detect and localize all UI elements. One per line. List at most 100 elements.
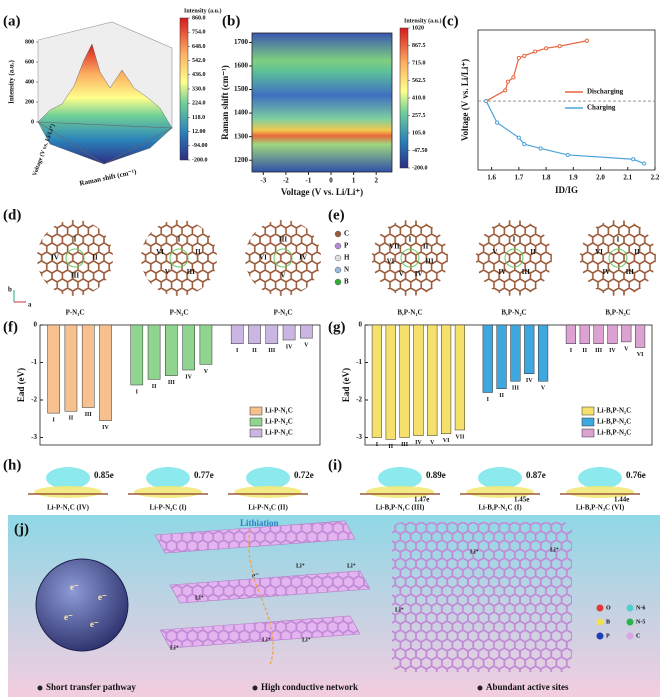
structure-name: Li-B,P-N₁C (III) xyxy=(376,504,425,512)
site-label: IV xyxy=(602,268,610,276)
legend-swatch xyxy=(249,406,263,416)
bar xyxy=(99,324,112,421)
y-axis-label: Raman shift (cm⁻¹) xyxy=(220,65,230,139)
feature-label: Short transfer pathway xyxy=(46,682,136,692)
category-label: IV xyxy=(102,425,109,431)
y-tick-label: 0 xyxy=(34,321,38,329)
x-tick-label: 2.2 xyxy=(651,174,660,182)
panel-label: (g) xyxy=(328,319,346,335)
legend-label: Li-B,P-N₃C xyxy=(597,429,631,437)
category-label: IV xyxy=(185,374,192,380)
bullet xyxy=(252,685,258,691)
electron-label: e⁻ xyxy=(90,619,99,629)
lithiation-arrow xyxy=(248,529,274,666)
structure-name: Li-P-N₂C (I) xyxy=(150,504,188,512)
colorbar-tick-label: 715.0 xyxy=(412,60,426,66)
series-line xyxy=(485,40,588,102)
heatmap xyxy=(251,32,393,173)
bar xyxy=(593,324,604,344)
category-label: II xyxy=(582,348,587,354)
colorbar-tick-label: 410.0 xyxy=(412,95,426,101)
z-tick-label: 600 xyxy=(25,59,34,65)
legend-swatch xyxy=(581,417,595,427)
site-label: V xyxy=(280,272,285,280)
data-point xyxy=(522,142,527,147)
colorbar-tick-label: 754.0 xyxy=(192,30,206,36)
bar xyxy=(621,324,632,343)
y-tick-label: -2 xyxy=(356,396,362,404)
site-label: IV xyxy=(498,268,506,276)
x-tick-label: -3 xyxy=(260,177,266,185)
legend-atom xyxy=(626,604,634,612)
colorbar-tick-label: 1020 xyxy=(412,25,424,31)
category-label: III xyxy=(595,348,603,354)
site-label: III xyxy=(71,272,79,280)
feature-label: Abundant active sites xyxy=(486,682,569,692)
legend-label: B xyxy=(606,619,610,625)
x-tick-label: 0 xyxy=(329,177,333,185)
colorbar-title: Intensity (a.u.) xyxy=(184,7,222,14)
site-label: II xyxy=(530,248,536,256)
site-label: V xyxy=(492,248,497,256)
charge-value: 0.87e xyxy=(526,470,546,480)
bar xyxy=(199,324,213,365)
li-ion-label: Li⁺ xyxy=(550,546,559,553)
colorbar-tick-label: -200.0 xyxy=(192,157,208,163)
layer-lattice xyxy=(160,616,360,648)
bar xyxy=(607,324,618,344)
y-tick-label: 1600 xyxy=(234,62,249,70)
site-label: IV xyxy=(51,254,59,262)
site-label: III xyxy=(522,268,530,276)
legend-label: Li-P-N₃C xyxy=(265,429,293,437)
panel-label: (h) xyxy=(3,457,21,473)
legend-atom xyxy=(626,618,634,626)
colorbar-tick-label: 542.0 xyxy=(192,58,206,64)
dopant-site xyxy=(608,248,628,268)
y-tick-label: -1 xyxy=(356,358,362,366)
colorbar-tick-label: 105.0 xyxy=(412,130,426,136)
bar xyxy=(64,324,78,412)
category-label: I xyxy=(236,348,239,354)
data-point xyxy=(557,44,562,49)
dopant-site xyxy=(273,248,293,268)
site-label: IV xyxy=(415,270,423,278)
legend-label: O xyxy=(606,605,611,611)
x-tick-label: -1 xyxy=(306,177,312,185)
legend-swatch xyxy=(249,428,263,438)
colorbar-tick-label: -94.00 xyxy=(192,143,208,149)
charge-accumulation xyxy=(466,486,534,498)
electron-label: e⁻ xyxy=(64,612,73,622)
charge-value: 0.89e xyxy=(426,470,446,480)
category-label: I xyxy=(487,397,490,403)
plot-frame xyxy=(477,29,656,171)
legend-atom xyxy=(334,230,342,238)
colorbar-tick-label: 12.00 xyxy=(192,129,206,135)
data-point xyxy=(505,79,511,84)
data-point xyxy=(503,88,508,93)
y-tick-label: -3 xyxy=(356,433,362,441)
category-label: I xyxy=(570,348,573,354)
structure-name: B,P-N₁C xyxy=(397,309,422,317)
panel-label: (f) xyxy=(3,319,18,335)
colorbar xyxy=(179,17,189,161)
bullet xyxy=(37,685,43,691)
x-tick-label: 2.0 xyxy=(596,174,605,182)
x-tick-label: -2 xyxy=(283,177,289,185)
legend-swatch xyxy=(581,428,595,438)
site-label: VI xyxy=(595,248,603,256)
charge-value: 0.77e xyxy=(194,470,214,480)
charge-accumulation xyxy=(234,486,302,498)
structure-name: Li-P-N₁C (IV) xyxy=(47,504,90,512)
li-ion-label: Li⁺ xyxy=(347,562,356,569)
layer-lattice xyxy=(155,521,355,553)
data-point xyxy=(642,161,647,166)
site-label: I xyxy=(74,236,77,244)
structure-name: P-N₂C xyxy=(170,309,189,317)
category-label: V xyxy=(624,346,629,352)
site-label: VII xyxy=(389,242,400,250)
graphene-flake xyxy=(372,220,448,296)
layer-lattice xyxy=(170,571,370,603)
legend-atom xyxy=(596,618,604,626)
colorbar-tick-label: -47.50 xyxy=(412,148,428,154)
x-tick-label: 2.1 xyxy=(623,174,632,182)
